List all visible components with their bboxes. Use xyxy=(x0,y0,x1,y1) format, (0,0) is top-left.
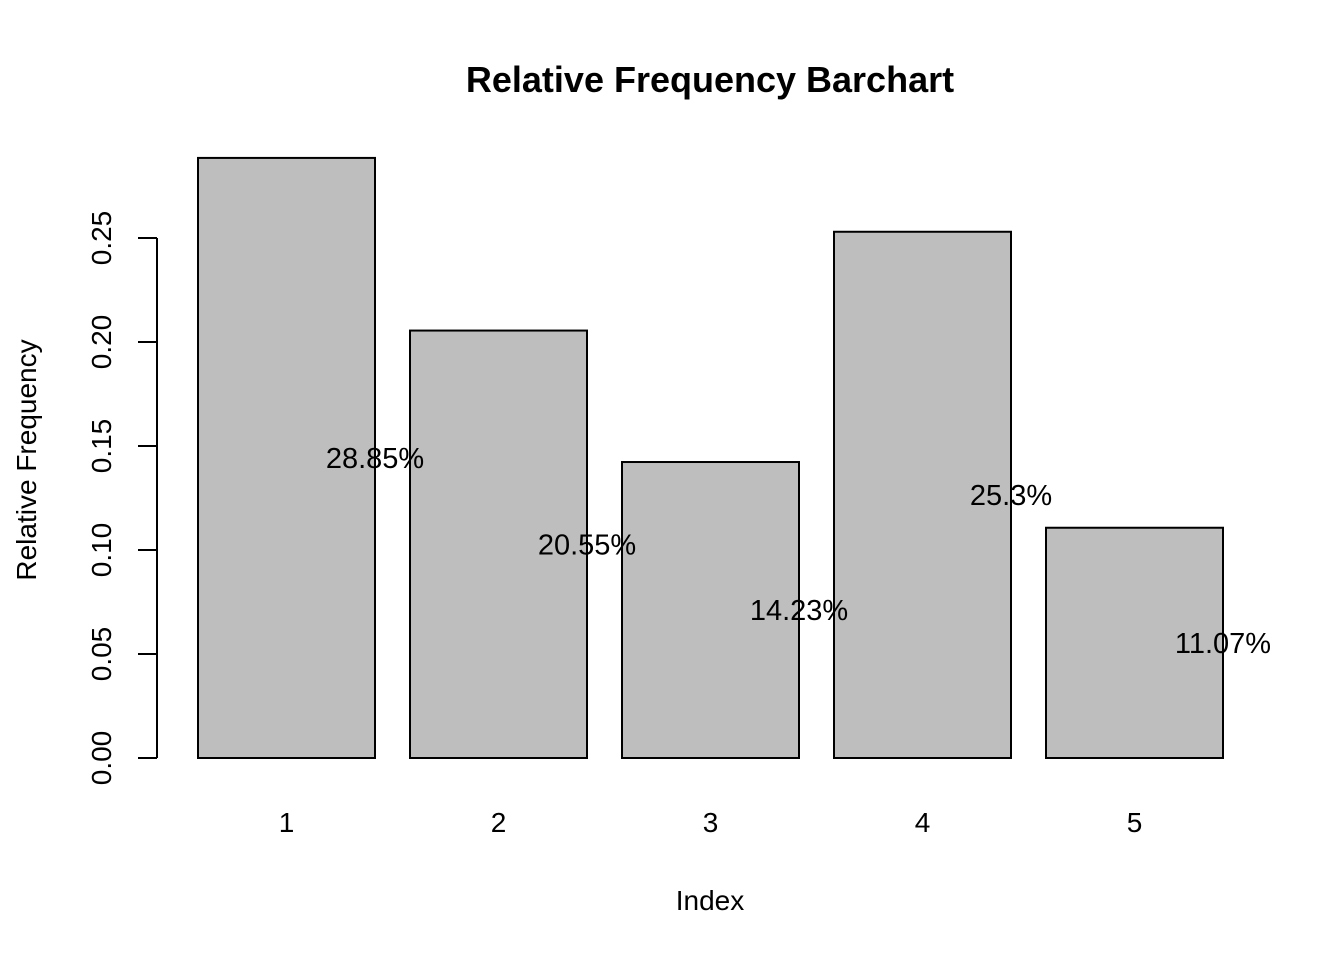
x-axis-label: Index xyxy=(676,885,745,916)
chart-title: Relative Frequency Barchart xyxy=(466,59,954,100)
x-tick-label-1: 1 xyxy=(279,807,295,838)
y-tick-label: 0.20 xyxy=(86,315,117,370)
x-tick-label-2: 2 xyxy=(491,807,507,838)
bars-group xyxy=(197,156,1224,760)
y-tick-label: 0.15 xyxy=(86,419,117,474)
bar-1 xyxy=(197,156,376,760)
data-label-3: 14.23% xyxy=(750,595,848,627)
y-axis: 0.00 0.05 0.10 0.15 0.20 0.25 xyxy=(86,211,158,786)
data-label-2: 20.55% xyxy=(538,529,636,561)
bar-5 xyxy=(1045,526,1224,760)
data-label-1: 28.85% xyxy=(326,443,424,475)
y-tick-label: 0.05 xyxy=(86,627,117,682)
x-axis-ticks: 1 2 3 4 5 xyxy=(279,807,1143,838)
y-tick-label: 0.00 xyxy=(86,731,117,786)
data-labels: 28.85% 20.55% 14.23% 25.3% 11.07% xyxy=(326,443,1271,660)
y-tick-label: 0.25 xyxy=(86,211,117,266)
y-tick-label: 0.10 xyxy=(86,523,117,578)
bar-4 xyxy=(833,230,1012,759)
data-label-5: 11.07% xyxy=(1175,628,1271,660)
x-tick-label-3: 3 xyxy=(703,807,719,838)
data-label-4: 25.3% xyxy=(970,480,1052,512)
bar-3 xyxy=(621,461,800,759)
x-tick-label-5: 5 xyxy=(1127,807,1143,838)
bar-2 xyxy=(409,329,588,759)
x-tick-label-4: 4 xyxy=(915,807,931,838)
y-axis-label: Relative Frequency xyxy=(11,339,42,580)
